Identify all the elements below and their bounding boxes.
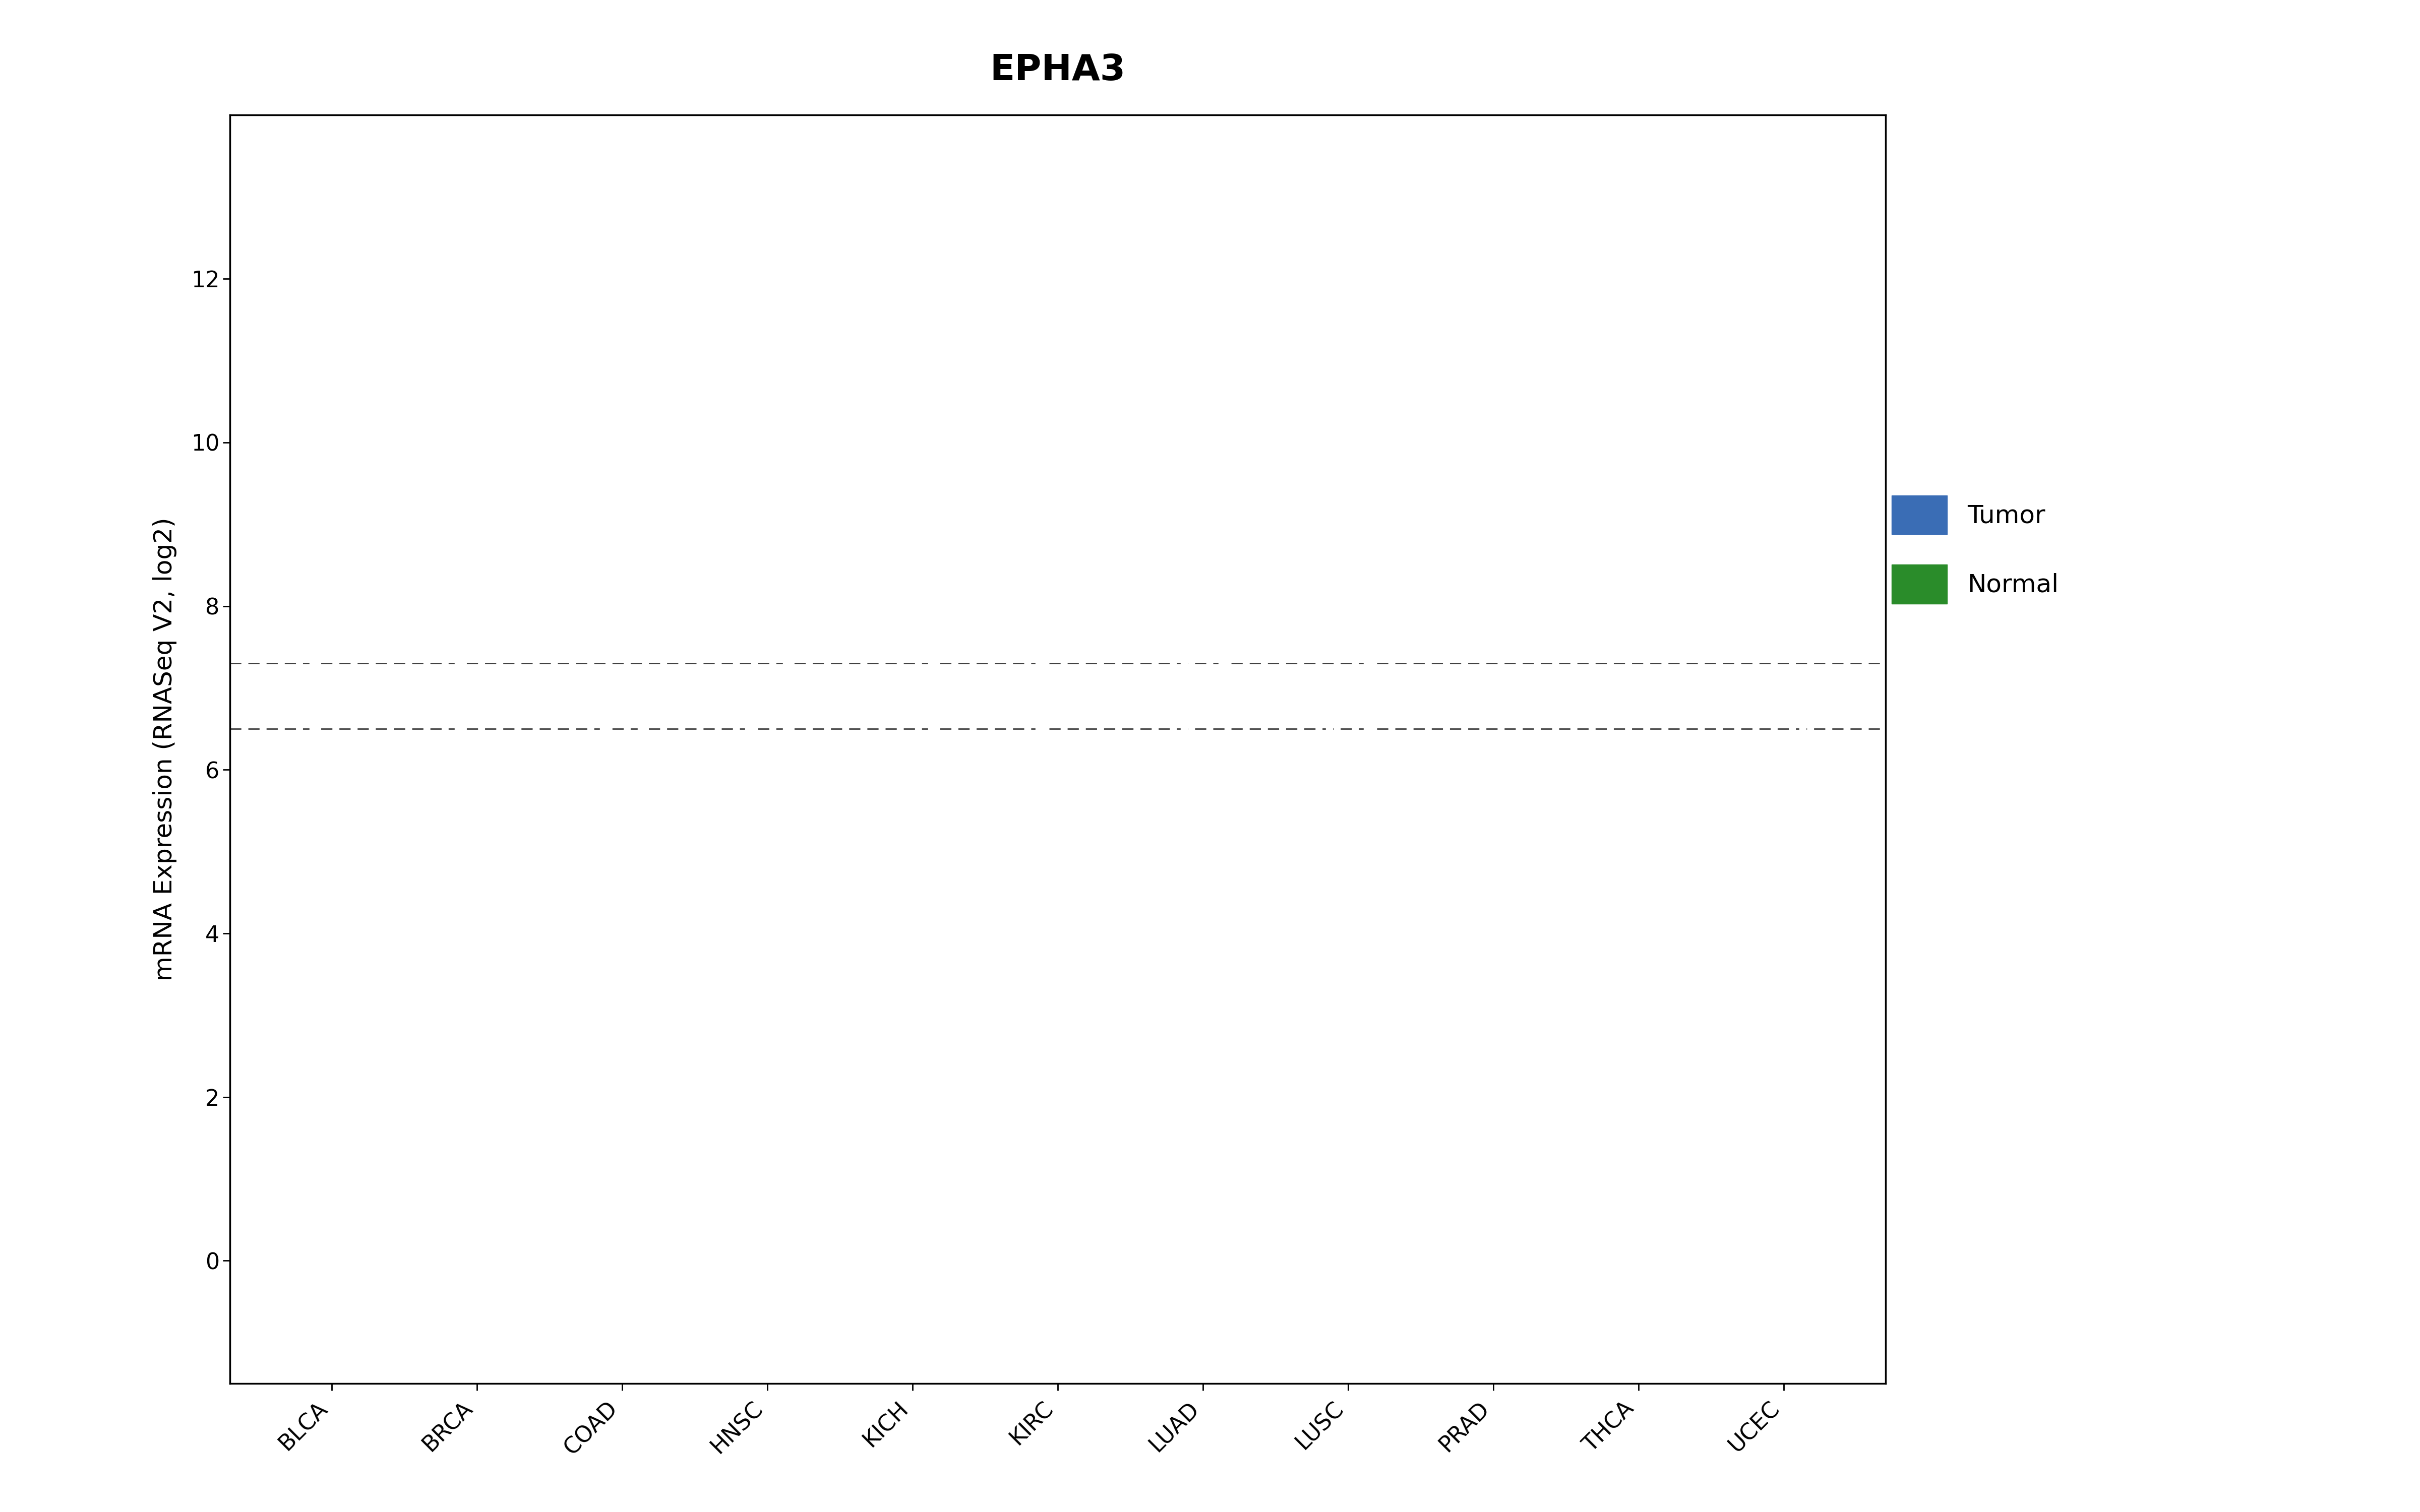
Bar [494,559,499,659]
Bar [1617,481,1624,609]
Bar [1074,523,1079,599]
Bar [745,670,753,842]
Bar [1800,714,1805,922]
Bar [310,614,317,788]
Bar [1655,445,1660,526]
Y-axis label: mRNA Expression (RNASeq V2, log2): mRNA Expression (RNASeq V2, log2) [152,517,177,981]
Bar [348,413,353,469]
Bar [600,718,607,865]
Bar [1510,419,1515,543]
Bar [455,662,462,847]
Bar [891,754,898,892]
Bar [1036,502,1043,748]
Bar [1220,606,1225,706]
Bar [1326,686,1333,841]
Bar [1365,659,1370,754]
Title: EPHA3: EPHA3 [990,53,1125,88]
Bar [639,688,644,812]
Bar [1762,735,1769,1104]
Legend: Tumor, Normal: Tumor, Normal [1880,482,2072,617]
Bar [784,649,789,785]
Bar [929,617,934,750]
Bar [1471,437,1479,567]
Bar [1181,637,1188,832]
